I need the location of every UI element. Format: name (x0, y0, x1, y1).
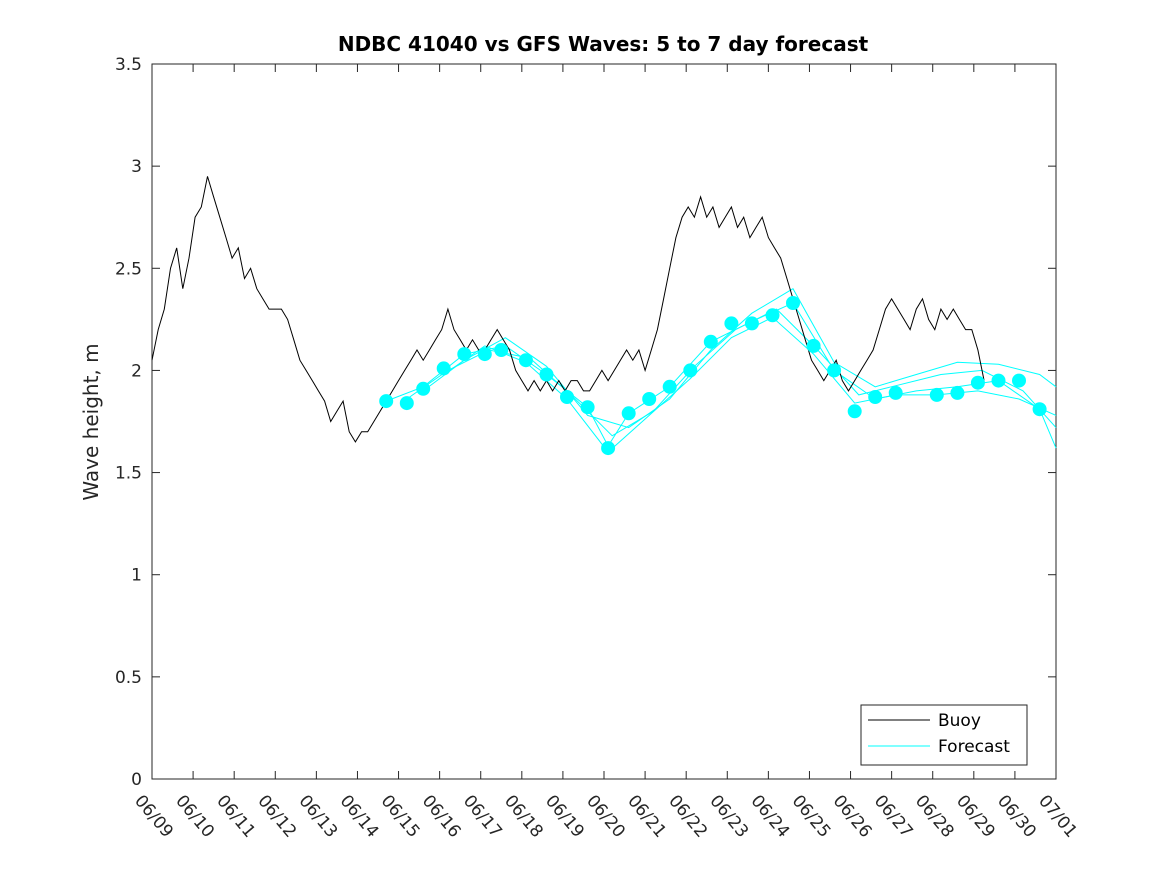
forecast-point (868, 390, 883, 404)
y-axis-label: Wave height, m (79, 343, 103, 500)
legend-box (860, 704, 1028, 766)
legend: Buoy Forecast (860, 704, 1028, 766)
forecast-point (929, 387, 944, 402)
forecast-point (580, 400, 595, 415)
legend-buoy-label: Buoy (938, 711, 981, 731)
forecast-point (399, 396, 414, 411)
forecast-point (744, 316, 759, 331)
buoy-line (151, 176, 985, 443)
plot-area (151, 63, 1057, 780)
series-layer (151, 176, 1057, 456)
forecast-point (518, 353, 533, 368)
forecast-point (703, 334, 718, 349)
forecast-point (642, 392, 657, 406)
forecast-point (786, 296, 800, 310)
y-tick-label: 2 (131, 361, 142, 381)
forecast-point (560, 390, 574, 404)
y-tick-label: 0.5 (115, 668, 142, 688)
y-tick-label: 1 (131, 566, 142, 586)
forecast-line (406, 308, 1057, 437)
y-tick-label: 1.5 (115, 464, 142, 484)
forecast-point (1032, 402, 1047, 417)
y-tick-label: 2.5 (115, 259, 142, 279)
forecast-point (436, 361, 451, 376)
forecast-point (494, 343, 509, 357)
forecast-point (477, 347, 492, 362)
forecast-point (662, 379, 677, 394)
forecast-point (724, 316, 739, 331)
y-tick-label: 3.5 (115, 55, 142, 75)
forecast-point (379, 394, 394, 409)
forecast-point (847, 404, 862, 419)
forecast-point (991, 373, 1006, 388)
forecast-point (827, 363, 842, 378)
y-tick-label: 0 (131, 770, 142, 790)
forecast-point (950, 385, 965, 400)
forecast-point (601, 441, 616, 456)
y-axis-ticks: 0 0.5 1 1.5 2 2.5 3 3.5 (115, 55, 1056, 790)
forecast-point (683, 363, 698, 378)
forecast-point (970, 375, 985, 390)
chart-title: NDBC 41040 vs GFS Waves: 5 to 7 day fore… (338, 32, 869, 56)
forecast-point (621, 406, 636, 421)
forecast-point (416, 381, 431, 396)
forecast-point (806, 338, 821, 353)
legend-forecast-label: Forecast (938, 737, 1010, 757)
forecast-point (539, 367, 554, 382)
forecast-point (457, 347, 472, 362)
forecast-line (422, 288, 1057, 429)
y-tick-label: 3 (131, 157, 142, 177)
forecast-point (1012, 373, 1026, 388)
forecast-point (765, 308, 780, 323)
forecast-point (888, 385, 903, 400)
